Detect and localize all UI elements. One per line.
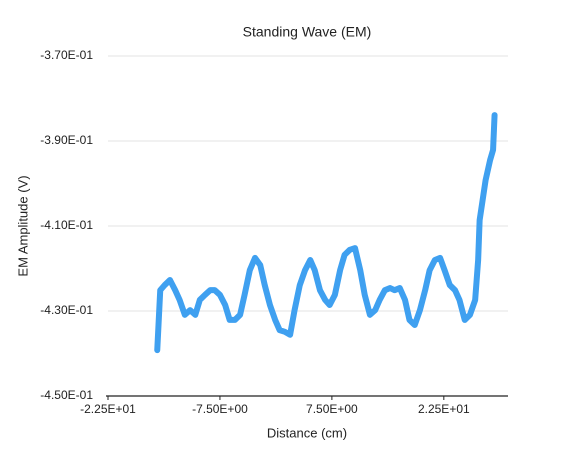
y-tick-label: -4.30E-01 — [40, 303, 93, 317]
x-tick-label: 7.50E+00 — [306, 402, 358, 416]
chart-title: Standing Wave (EM) — [243, 24, 372, 40]
y-tick-label: -3.70E-01 — [40, 48, 93, 62]
data-line — [154, 112, 498, 354]
y-tick-label: -4.10E-01 — [40, 218, 93, 232]
x-tick-label: 2.25E+01 — [418, 402, 470, 416]
x-tick-label: -7.50E+00 — [192, 402, 248, 416]
y-axis-title: EM Amplitude (V) — [15, 175, 30, 276]
y-tick-label: -3.90E-01 — [40, 133, 93, 147]
x-axis-title: Distance (cm) — [267, 425, 347, 440]
y-tick-label: -4.50E-01 — [40, 388, 93, 402]
x-tick-label: -2.25E+01 — [80, 402, 136, 416]
